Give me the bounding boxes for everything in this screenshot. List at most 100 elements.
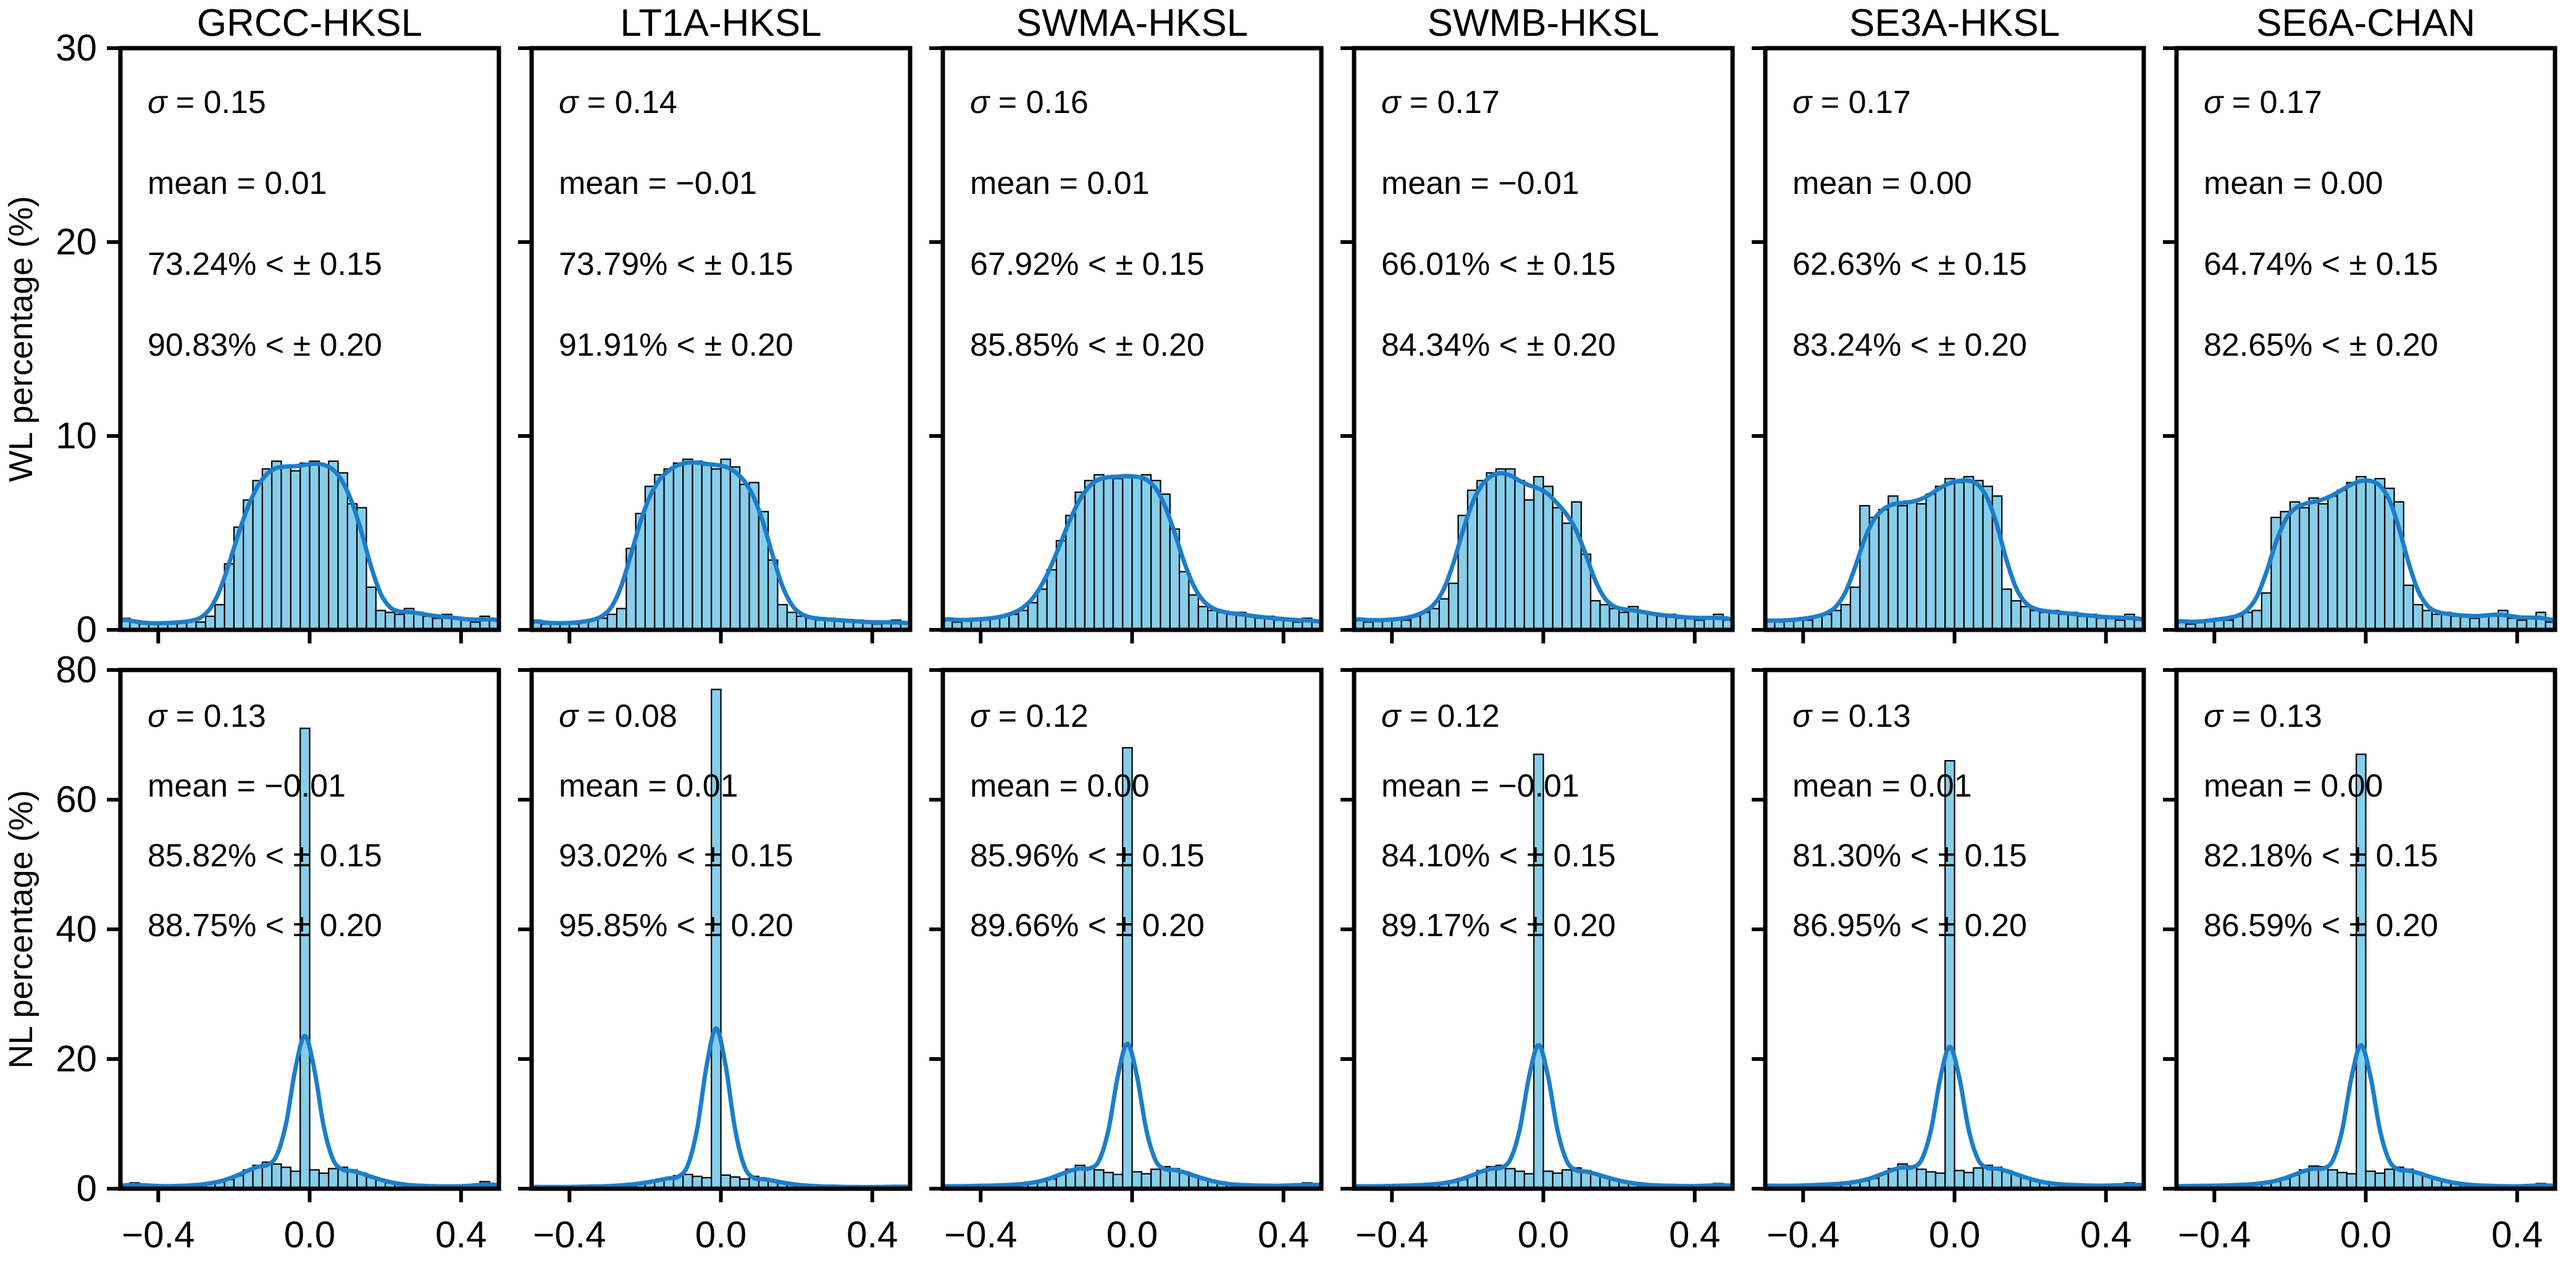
- histogram-bar: [290, 470, 301, 630]
- histogram-bar: [701, 464, 713, 630]
- histogram-bar: [682, 458, 693, 630]
- histogram-bar: [1122, 474, 1133, 630]
- y-tick-label: 80: [56, 649, 97, 690]
- histogram-bar: [777, 604, 788, 630]
- histogram-bar: [1831, 609, 1842, 630]
- annotation-sigma: σ = 0.17: [1381, 85, 1500, 120]
- histogram-bar: [280, 466, 291, 630]
- histogram-bar: [1514, 480, 1525, 630]
- histogram-bar: [2365, 1170, 2376, 1189]
- y-axis-label-wl: WL percentage (%): [2, 196, 40, 482]
- y-tick-label: 20: [56, 221, 97, 262]
- annotation-mean: mean = 0.01: [559, 768, 738, 804]
- kde-curve: [532, 460, 910, 626]
- kde-curve: [1765, 478, 2144, 624]
- annotation-pct20: 82.65% < ± 0.20: [2204, 327, 2438, 363]
- x-tick-label: 0.4: [1669, 1214, 1720, 1255]
- histogram-bar: [1599, 604, 1610, 630]
- histogram-bar: [2289, 501, 2301, 630]
- histogram-bar: [1150, 1168, 1161, 1189]
- y-tick-label: 60: [56, 779, 97, 820]
- x-tick-label: 0.0: [2340, 1214, 2391, 1255]
- x-tick-label: 0.0: [1106, 1214, 1158, 1255]
- histogram-bar: [2422, 609, 2433, 630]
- annotation-pct15: 85.82% < ± 0.15: [148, 838, 382, 874]
- annotation-pct15: 67.92% < ± 0.15: [970, 246, 1205, 282]
- histogram-bar: [309, 460, 320, 630]
- histogram-bar: [739, 484, 750, 630]
- annotation-mean: mean = 0.01: [148, 165, 327, 201]
- histogram-bar: [1637, 611, 1649, 630]
- histogram-bar: [1140, 474, 1152, 630]
- histogram-bar: [729, 466, 741, 630]
- annotation-pct20: 90.83% < ± 0.20: [148, 327, 382, 363]
- x-tick-label: −0.4: [122, 1214, 194, 1255]
- histogram-bar: [2317, 503, 2329, 630]
- histogram-bar: [692, 460, 703, 630]
- panel-title: SE6A-CHAN: [2256, 2, 2475, 44]
- annotation-mean: mean = 0.01: [970, 165, 1150, 201]
- histogram-bar: [2402, 584, 2414, 630]
- annotation-pct20: 84.34% < ± 0.20: [1381, 327, 1616, 363]
- histogram-bar: [1094, 474, 1105, 630]
- annotation-pct15: 66.01% < ± 0.15: [1381, 246, 1616, 282]
- histogram-bar: [1206, 609, 1218, 630]
- histogram-bar: [1505, 1168, 1516, 1189]
- annotation-mean: mean = 0.00: [1792, 165, 1972, 201]
- histogram-bar: [366, 586, 377, 630]
- histogram-bar: [711, 468, 722, 630]
- panel-title: SWMA-HKSL: [1016, 2, 1248, 44]
- histogram-bar: [346, 503, 358, 630]
- histogram-bar: [271, 460, 282, 630]
- annotation-sigma: σ = 0.15: [148, 85, 266, 120]
- histogram-bar: [1216, 611, 1227, 630]
- histogram-bar: [606, 613, 618, 630]
- y-tick-label: 10: [56, 415, 97, 456]
- histogram-bar: [328, 460, 339, 630]
- x-tick-label: 0.4: [435, 1214, 487, 1255]
- histogram-bar: [1934, 1172, 1946, 1189]
- histogram-bar: [290, 1170, 301, 1189]
- annotation-pct20: 86.95% < ± 0.20: [1792, 908, 2027, 944]
- histogram-bar: [1103, 475, 1114, 630]
- histogram-bar: [2336, 489, 2348, 630]
- y-tick-label: 20: [56, 1038, 97, 1079]
- histogram-bar: [1150, 480, 1161, 630]
- histogram-bar: [663, 468, 674, 630]
- histogram-bar: [2346, 1173, 2357, 1189]
- annotation-pct20: 91.91% < ± 0.20: [559, 327, 793, 363]
- histogram-bar: [2058, 613, 2069, 630]
- histogram-bar: [1188, 594, 1199, 630]
- annotation-pct15: 82.18% < ± 0.15: [2204, 838, 2438, 874]
- annotation-mean: mean = −0.01: [1381, 768, 1579, 804]
- histogram-bar: [1084, 480, 1095, 630]
- histogram-bar: [2384, 1168, 2395, 1189]
- histogram-bar: [1618, 611, 1629, 630]
- histogram-bar: [2327, 1169, 2338, 1189]
- annotation-sigma: σ = 0.13: [1792, 698, 1911, 734]
- y-tick-label: 0: [77, 1168, 97, 1209]
- histogram-bar: [1074, 491, 1085, 630]
- histogram-bar: [1963, 1171, 1975, 1189]
- annotation-mean: mean = −0.01: [148, 768, 346, 804]
- histogram-bar: [1562, 522, 1573, 630]
- histogram-bar: [1486, 472, 1497, 630]
- annotation-pct15: 93.02% < ± 0.15: [559, 838, 793, 874]
- histogram-bar: [1476, 480, 1487, 630]
- annotation-pct15: 62.63% < ± 0.15: [1792, 246, 2027, 282]
- histogram-bar: [1973, 480, 1984, 630]
- histogram-bar: [2365, 480, 2376, 630]
- histogram-bar: [2431, 613, 2443, 630]
- histogram-bar: [1533, 753, 1544, 1189]
- annotation-pct20: 89.17% < ± 0.20: [1381, 908, 1616, 944]
- panel-title: SE3A-HKSL: [1849, 2, 2060, 44]
- panel-title: GRCC-HKSL: [197, 2, 422, 44]
- histogram-bar: [1916, 503, 1927, 630]
- x-tick-label: −0.4: [2178, 1214, 2251, 1255]
- x-tick-label: 0.0: [1929, 1214, 1980, 1255]
- x-tick-label: −0.4: [533, 1214, 606, 1255]
- histogram-bar: [1448, 582, 1459, 630]
